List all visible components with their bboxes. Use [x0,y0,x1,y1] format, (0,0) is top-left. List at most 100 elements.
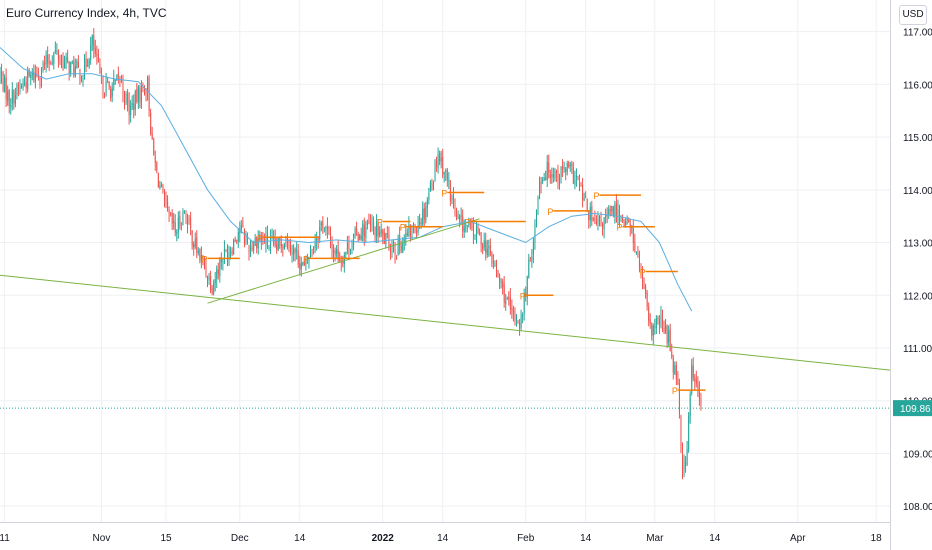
candle-body [191,230,193,247]
candle-body [168,209,170,213]
last-price-label: 109.86 [900,404,931,415]
pivot-label: P [377,217,383,227]
candle-body [303,260,305,265]
candle-body [325,226,327,229]
candle-body [360,236,362,240]
candle-body [437,154,439,169]
candle-body [419,221,421,225]
candle-body [237,232,239,242]
candles-group [0,28,702,480]
currency-button[interactable]: USD [899,5,927,25]
candle-body [452,196,454,209]
candle-body [568,162,570,167]
candle-body [409,224,411,237]
candle-body [64,61,66,69]
candle-body [497,270,499,275]
y-tick-label: 114.00 [903,186,932,197]
candle-body [96,54,98,56]
candle-body [250,246,252,253]
candle-body [403,238,405,244]
candle-body [223,249,225,261]
candle-body [174,222,176,233]
candle-body [313,247,315,249]
candle-body [179,215,181,226]
candle-body [167,201,169,209]
candle-body [698,389,700,399]
candle-body [512,308,514,315]
candle-body [509,296,511,310]
candle-body [208,276,210,280]
candle-body [214,278,216,284]
candle-body [439,152,441,162]
candle-body [411,225,413,238]
candle-body [406,233,408,236]
candle-body [379,232,381,236]
candle-body [128,101,130,116]
trendline [0,274,891,371]
candle-body [477,226,479,233]
candle-body [183,212,185,214]
candle-body [625,221,627,226]
candle-body [219,259,221,277]
candle-body [417,225,419,232]
candle-body [389,250,391,252]
candle-body [216,268,218,280]
candle-body [692,366,694,379]
candle-body [363,224,365,237]
candle-body [13,90,15,104]
candle-body [674,365,676,375]
candle-body [154,156,156,163]
candle-body [354,228,356,236]
candle-body [125,93,127,104]
candle-body [111,87,113,97]
candle-body [54,50,56,52]
candle-body [144,88,146,95]
candle-body [302,262,304,265]
candle-body [442,156,444,176]
candle-body [485,241,487,253]
candle-body [286,237,288,243]
candle-body [296,250,298,252]
candle-body [328,230,330,233]
candle-body [148,77,150,112]
candle-body [654,326,656,328]
candle-body [193,244,195,247]
candle-body [678,383,680,414]
candle-body [330,233,332,244]
candle-body [164,190,166,199]
candle-body [105,81,107,94]
candle-body [496,262,498,272]
candle-body [300,263,302,269]
candle-body [603,217,605,230]
candle-body [353,234,355,246]
candle-body [565,169,567,172]
candle-body [87,65,89,67]
candle-body [322,221,324,228]
candle-body [431,183,433,189]
candle-body [210,276,212,290]
candle-body [519,322,521,329]
candle-body [534,224,536,243]
candle-body [386,233,388,235]
y-tick-label: 116.00 [903,80,932,91]
pivot-label: P [547,207,553,217]
candle-body [140,85,142,104]
candle-body [0,72,1,75]
candle-body [466,225,468,227]
candle-body [339,258,341,262]
candle-body [88,59,90,67]
candle-body [697,383,699,390]
candle-body [463,226,465,233]
candle-body [356,228,358,232]
candle-body [16,84,18,96]
candle-body [117,73,119,77]
candle-body [443,172,445,174]
candle-body [672,358,674,373]
candle-body [516,322,518,324]
candle-body [520,315,522,328]
candle-body [602,223,604,228]
candle-body [323,227,325,229]
pivot-label: P [202,254,208,264]
candle-body [331,241,333,253]
